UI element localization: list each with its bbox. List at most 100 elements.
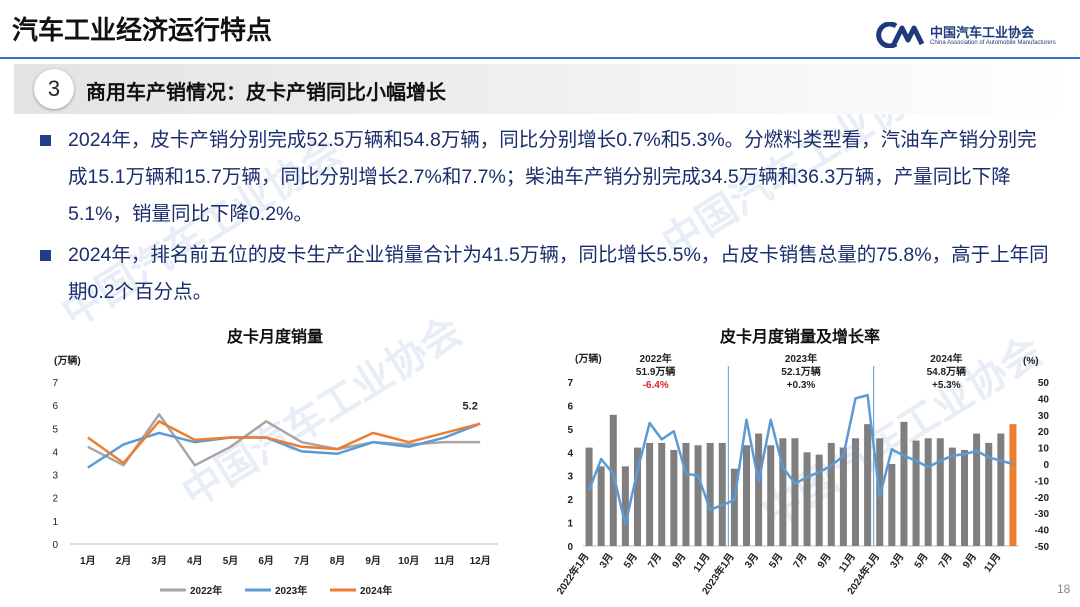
x-tick-label: 5月 <box>223 555 239 567</box>
y-tick-label: 4 <box>52 447 58 458</box>
x-tick-label: 7月 <box>645 551 664 571</box>
x-tick-label: 7月 <box>791 551 810 571</box>
x-tick-label: 2022年1月 <box>553 550 591 597</box>
y-tick-label-right: 0 <box>1043 460 1049 471</box>
y-tick-label-right: -40 <box>1035 526 1050 537</box>
x-tick-label: 12月 <box>470 555 491 567</box>
x-tick-label: 5月 <box>912 551 931 571</box>
y-tick-label-right: 20 <box>1038 427 1050 438</box>
bar-sales <box>633 447 642 546</box>
y-tick-label-right: 10 <box>1038 444 1050 455</box>
bar-sales <box>706 442 714 546</box>
x-tick-label: 7月 <box>936 551 955 571</box>
annotation-year: 2023年 <box>785 352 817 365</box>
series-line-2024年 <box>87 420 481 465</box>
bar-sales <box>948 447 956 546</box>
bar-sales <box>815 454 823 546</box>
bar-sales <box>670 449 678 546</box>
section-title: 商用车产销情况：皮卡产销同比小幅增长 <box>86 82 446 104</box>
data-label-end: 5.2 <box>463 401 478 413</box>
x-tick-label: 2月 <box>116 555 132 567</box>
bar-sales <box>682 442 690 546</box>
annotation-change: +5.3% <box>932 380 961 391</box>
bar-sales <box>1009 424 1017 546</box>
page-title: 汽车工业经济运行特点 <box>12 15 273 45</box>
bullet-text: 2024年，排名前五位的皮卡生产企业销量合计为41.5万辆，同比增长5.5%，占… <box>68 244 1049 303</box>
page-number: 18 <box>1057 582 1071 596</box>
bar-sales <box>912 440 920 546</box>
bar-sales <box>791 438 799 546</box>
x-tick-label: 9月 <box>960 551 979 571</box>
bar-sales <box>658 442 666 546</box>
y-tick-label-right: -20 <box>1035 493 1050 504</box>
bar-sales <box>767 445 775 546</box>
y-tick-label-left: 5 <box>567 425 573 436</box>
y-tick-label-left: 4 <box>567 448 573 459</box>
x-tick-label: 9月 <box>815 551 834 571</box>
y-tick-label-left: 0 <box>567 542 573 553</box>
legend-label: 2022年 <box>190 584 222 597</box>
y-tick-label: 6 <box>52 401 58 412</box>
legend-label: 2023年 <box>275 584 307 597</box>
x-tick-label: 11月 <box>434 555 455 567</box>
x-tick-label: 6月 <box>258 555 274 567</box>
bullet-square-icon <box>40 250 51 261</box>
growth-rate-line <box>587 393 1014 526</box>
bar-sales <box>597 466 605 546</box>
bar-sales <box>900 421 908 546</box>
y-tick-label-left: 3 <box>567 472 573 483</box>
y-axis-label: (万辆) <box>54 354 81 367</box>
series-line-2023年 <box>87 422 481 469</box>
bar-sales <box>646 442 654 546</box>
bar-sales <box>960 449 969 546</box>
y-tick-label-right: 40 <box>1038 394 1050 405</box>
y-tick-label-right: -50 <box>1035 542 1050 553</box>
bar-sales <box>755 433 763 546</box>
annotation-change: +0.3% <box>787 380 816 391</box>
header-divider <box>0 57 1080 59</box>
bar-sales <box>730 468 738 546</box>
line-chart-monthly-sales: 皮卡月度销量 (万辆) 0 1 2 3 4 5 6 7 1月 2月 3月 4月 5月 6月 7月 8月 9月 10月 1… <box>52 327 498 597</box>
y-tick-label: 0 <box>52 540 58 551</box>
x-tick-label: 3月 <box>597 551 616 571</box>
logo-text-en: China Association of Automobile Manufact… <box>930 40 1056 46</box>
x-tick-label: 4月 <box>187 555 203 567</box>
bar-sales <box>839 447 847 546</box>
chart-title: 皮卡月度销量 <box>226 327 323 346</box>
section-header: 3 商用车产销情况：皮卡产销同比小幅增长 <box>14 64 1074 114</box>
bullet-item: 2024年，排名前五位的皮卡生产企业销量合计为41.5万辆，同比增长5.5%，占… <box>40 237 1050 311</box>
x-tick-label: 5月 <box>621 551 640 571</box>
bar-sales <box>609 414 617 546</box>
x-tick-label: 10月 <box>398 555 419 567</box>
x-tick-label: 3月 <box>742 551 761 571</box>
bar-sales <box>924 438 932 546</box>
annotation-year: 2022年 <box>640 352 672 365</box>
y-tick-label-right: 30 <box>1038 411 1050 422</box>
bullet-text: 2024年，皮卡产销分别完成52.5万辆和54.8万辆，同比分别增长0.7%和5… <box>68 129 1037 225</box>
annotation-total: 51.9万辆 <box>636 365 675 378</box>
logo-text-cn: 中国汽车工业协会 <box>930 25 1035 40</box>
y-tick-label: 1 <box>52 517 58 528</box>
caam-logo-icon <box>876 22 925 48</box>
bar-sales <box>621 466 629 546</box>
x-tick-label: 11月 <box>836 551 858 575</box>
y-tick-label-right: -10 <box>1035 476 1050 487</box>
y-tick-label: 2 <box>52 494 58 505</box>
bar-sales <box>742 445 751 546</box>
bar-sales <box>851 438 860 546</box>
bar-sales <box>936 438 944 546</box>
x-tick-label: 9月 <box>670 551 689 571</box>
x-tick-label: 7月 <box>294 555 310 567</box>
y-tick-label-left: 6 <box>567 401 573 412</box>
x-tick-label: 11月 <box>691 551 713 575</box>
logo: 中国汽车工业协会 China Association of Automobile… <box>874 20 1074 52</box>
y-tick-label-left: 7 <box>567 378 573 389</box>
x-tick-label: 8月 <box>330 555 346 567</box>
x-tick-label: 5月 <box>767 551 786 571</box>
bar-chart-sales-growth: 皮卡月度销量及增长率 (万辆) (%) 0 1 2 3 4 5 6 7 -50 -40 -30 -20 -10… <box>553 327 1050 597</box>
annotation-change: -6.4% <box>643 380 669 391</box>
y-tick-label-left: 1 <box>567 519 573 530</box>
bar-sales <box>888 464 896 546</box>
y-tick-label-left: 2 <box>567 495 573 506</box>
x-tick-label: 1月 <box>80 555 96 567</box>
